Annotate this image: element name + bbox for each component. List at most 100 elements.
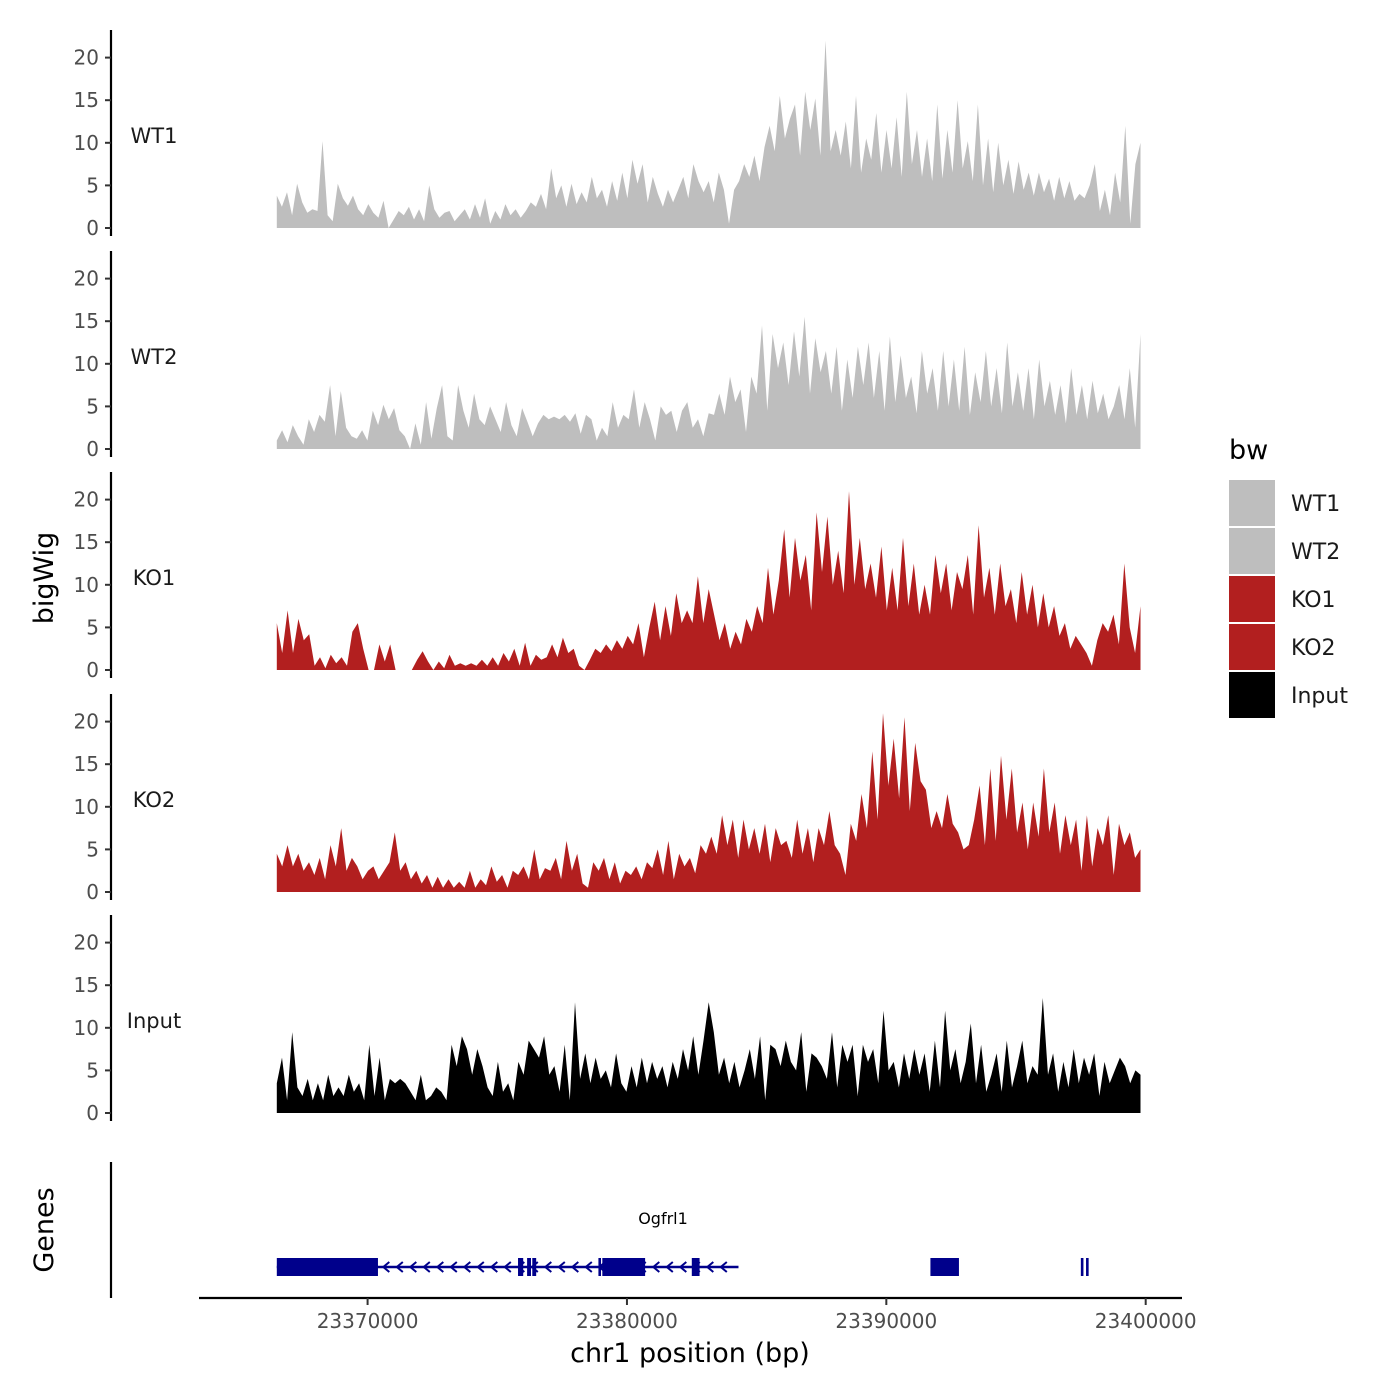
strand-chevron: [705, 1261, 714, 1273]
strand-chevron: [557, 1261, 566, 1273]
legend-swatch: [1229, 672, 1275, 718]
track-label: KO2: [133, 788, 176, 812]
legend-entries: WT1 WT2 KO1 KO2 Input: [1229, 480, 1348, 718]
signal-area-ko2: [276, 713, 1141, 892]
y-tick-label: 5: [86, 394, 99, 418]
y-tick-label: 10: [74, 573, 99, 597]
x-tick-label: 23400000: [1095, 1309, 1197, 1333]
x-tick-label: 23390000: [835, 1309, 937, 1333]
legend-entry-ko2: KO2: [1229, 624, 1336, 670]
gene-exon: [691, 1258, 700, 1276]
gene-exon: [1080, 1258, 1084, 1276]
track-input: 0 5 10 15 20 Input: [74, 915, 1141, 1125]
gene-exon: [598, 1258, 602, 1276]
legend-swatch: [1229, 528, 1275, 574]
strand-chevron: [570, 1261, 579, 1273]
x-axis-title: chr1 position (bp): [570, 1338, 810, 1369]
strand-chevron: [651, 1261, 660, 1273]
gene-model: [276, 1258, 1089, 1276]
x-tick-label: 23370000: [317, 1309, 419, 1333]
strand-chevron: [543, 1261, 552, 1273]
gene-exon: [527, 1258, 531, 1276]
track-label: Input: [127, 1009, 181, 1033]
y-axis-title: bigWig: [29, 532, 60, 625]
y-tick-label: 15: [74, 530, 99, 554]
legend-label: WT1: [1291, 492, 1340, 517]
track-ko2: 0 5 10 15 20 KO2: [74, 694, 1141, 904]
y-tick-label: 5: [86, 1058, 99, 1082]
strand-chevron: [449, 1261, 458, 1273]
track-wt2: 0 5 10 15 20 WT2: [74, 251, 1141, 461]
y-tick-label: 15: [74, 88, 99, 112]
x-tick-label: 23380000: [576, 1309, 678, 1333]
legend-label: WT2: [1291, 540, 1340, 565]
gene-track-title: Genes: [29, 1187, 60, 1272]
strand-chevron: [395, 1261, 404, 1273]
y-tick-label: 20: [74, 710, 99, 734]
track-label: KO1: [133, 566, 176, 590]
y-tick-label: 0: [86, 880, 99, 904]
y-tick-label: 10: [74, 1016, 99, 1040]
y-tick-label: 20: [74, 267, 99, 291]
signal-area-ko1: [276, 491, 1141, 670]
gene-exon: [518, 1258, 524, 1276]
y-tick-label: 10: [74, 795, 99, 819]
y-tick-label: 0: [86, 216, 99, 240]
strand-chevron: [435, 1261, 444, 1273]
y-tick-label: 15: [74, 309, 99, 333]
track-label: WT2: [131, 345, 178, 369]
y-tick-label: 10: [74, 131, 99, 155]
x-axis: 23370000 23380000 23390000 23400000 chr1 po…: [199, 1296, 1197, 1369]
legend-label: Input: [1291, 684, 1348, 709]
y-tick-label: 0: [86, 437, 99, 461]
y-tick-label: 5: [86, 837, 99, 861]
track-label: WT1: [131, 124, 178, 148]
legend-title: bw: [1229, 435, 1268, 466]
strand-chevron: [462, 1261, 471, 1273]
legend-swatch: [1229, 624, 1275, 670]
y-tick-label: 20: [74, 931, 99, 955]
track-ko1: 0 5 10 15 20 KO1: [74, 472, 1141, 682]
strand-chevron: [408, 1261, 417, 1273]
y-tick-label: 15: [74, 973, 99, 997]
legend-label: KO2: [1291, 636, 1336, 661]
strand-chevron: [489, 1261, 498, 1273]
strand-chevron: [476, 1261, 485, 1273]
track-wt1: 0 5 10 15 20 WT1: [74, 30, 1141, 240]
gene-name-label: Ogfrl1: [638, 1209, 688, 1228]
y-tick-label: 5: [86, 173, 99, 197]
strand-chevron: [503, 1261, 512, 1273]
y-tick-label: 5: [86, 615, 99, 639]
legend: bw WT1 WT2 KO1 KO2 Input: [1229, 435, 1348, 718]
gene-exon: [276, 1258, 378, 1276]
signal-area-wt2: [276, 316, 1141, 449]
y-tick-label: 20: [74, 46, 99, 70]
gene-exon: [602, 1258, 646, 1276]
strand-chevron: [665, 1261, 674, 1273]
strand-chevron: [719, 1261, 728, 1273]
strand-chevron: [678, 1261, 687, 1273]
gene-track: Genes Ogfrl1: [29, 1162, 1089, 1298]
x-ticks: 23370000 23380000 23390000 23400000: [317, 1298, 1197, 1333]
legend-entry-input: Input: [1229, 672, 1348, 718]
strand-chevron: [422, 1261, 431, 1273]
y-tick-label: 0: [86, 658, 99, 682]
legend-entry-wt1: WT1: [1229, 480, 1340, 526]
gene-exon: [930, 1258, 959, 1276]
y-tick-label: 20: [74, 488, 99, 512]
gene-exon: [1086, 1258, 1089, 1276]
gene-exon: [532, 1258, 537, 1276]
y-tick-label: 10: [74, 352, 99, 376]
legend-entry-ko1: KO1: [1229, 576, 1336, 622]
legend-swatch: [1229, 480, 1275, 526]
bigwig-tracks: 0 5 10 15 20 WT1 0 5 10 15 20 WT2 0 5 10 15 20 KO1 0 5 10 15 2…: [74, 30, 1141, 1125]
strand-chevron: [584, 1261, 593, 1273]
legend-label: KO1: [1291, 588, 1336, 613]
signal-area-wt1: [276, 40, 1141, 228]
y-tick-label: 15: [74, 752, 99, 776]
legend-entry-wt2: WT2: [1229, 528, 1340, 574]
legend-swatch: [1229, 576, 1275, 622]
signal-area-input: [276, 998, 1141, 1113]
strand-chevron: [381, 1261, 390, 1273]
